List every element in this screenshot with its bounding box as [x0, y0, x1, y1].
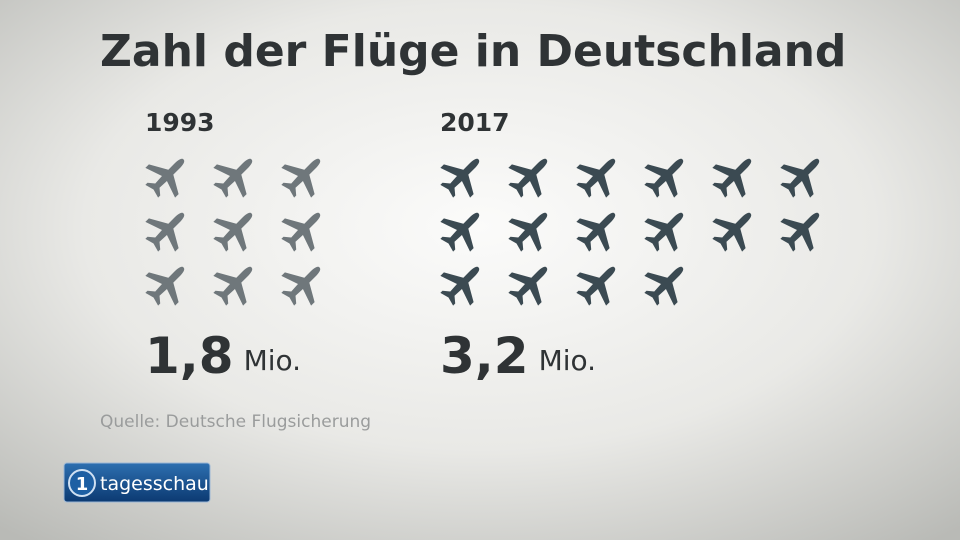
plane-icon [213, 158, 253, 198]
plane-icon [712, 212, 752, 252]
plane-icon [145, 212, 185, 252]
plane-icon [281, 158, 321, 198]
value-label: 1,8 [145, 327, 234, 385]
year-label: 2017 [440, 108, 510, 137]
plane-icon [576, 212, 616, 252]
logo-mark: 1 [76, 474, 89, 495]
chart-title: Zahl der Flüge in Deutschland [100, 26, 846, 77]
plane-icon [508, 212, 548, 252]
plane-icon [644, 212, 684, 252]
plane-icon [281, 266, 321, 306]
plane-icon [213, 212, 253, 252]
logo: 1 tagesschau [63, 462, 211, 503]
plane-icon [440, 158, 480, 198]
unit-label: Mio. [539, 344, 596, 377]
year-label: 1993 [145, 108, 215, 137]
logo-text: tagesschau [100, 473, 209, 495]
plane-icon [508, 266, 548, 306]
plane-icon [780, 212, 820, 252]
value-label: 3,2 [440, 327, 529, 385]
plane-icon [440, 266, 480, 306]
plane-icon [576, 266, 616, 306]
plane-icon [145, 158, 185, 198]
plane-icon [712, 158, 752, 198]
plane-icon [281, 212, 321, 252]
plane-icon [508, 158, 548, 198]
plane-icon [780, 158, 820, 198]
plane-icon [440, 212, 480, 252]
plane-icon [644, 158, 684, 198]
logo-circle [68, 469, 96, 497]
plane-icon [145, 266, 185, 306]
plane-icon [213, 266, 253, 306]
plane-icon [644, 266, 684, 306]
source: Quelle: Deutsche Flugsicherung [100, 412, 371, 432]
unit-label: Mio. [244, 344, 301, 377]
plane-icon [576, 158, 616, 198]
logo-box [63, 462, 211, 503]
